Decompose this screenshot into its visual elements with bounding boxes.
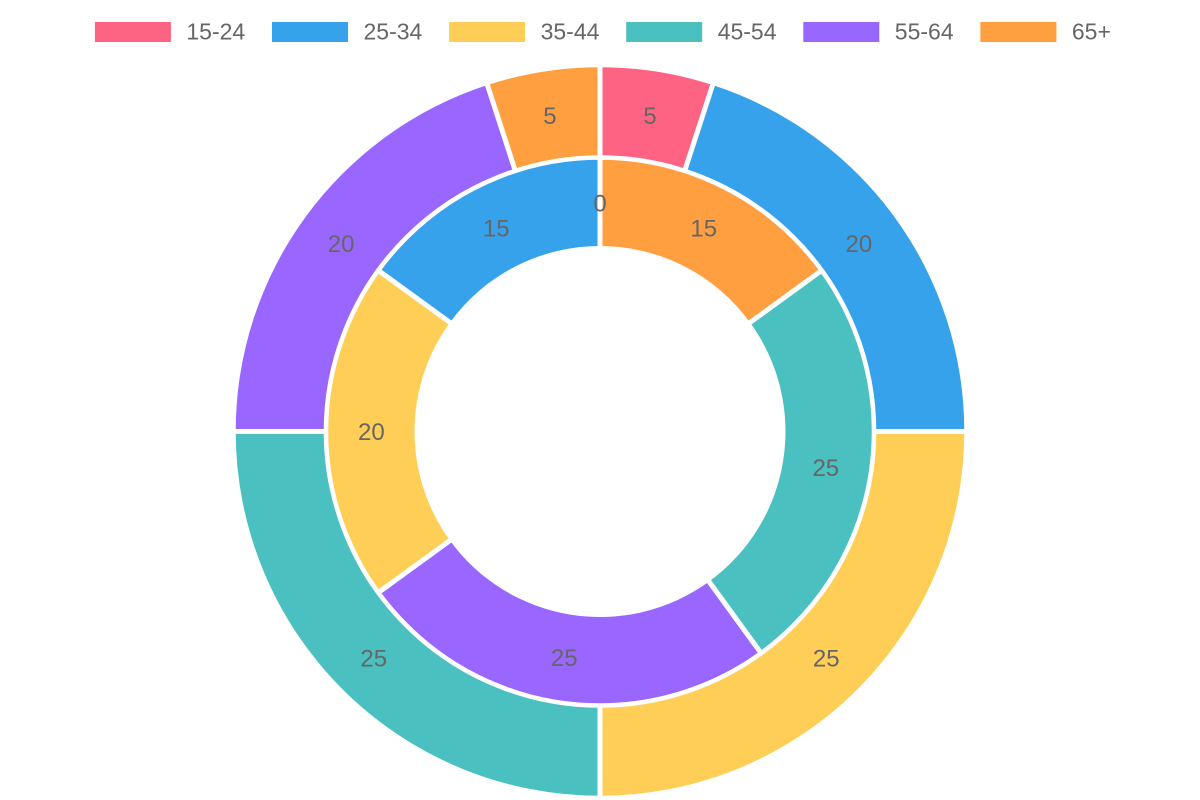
svg-text:25: 25 <box>813 645 840 672</box>
svg-text:25: 25 <box>551 645 578 672</box>
svg-text:5: 5 <box>643 103 656 130</box>
svg-text:25-34: 25-34 <box>364 19 423 45</box>
svg-text:20: 20 <box>846 231 873 258</box>
svg-text:20: 20 <box>328 231 355 258</box>
svg-text:15: 15 <box>690 215 717 242</box>
svg-text:25: 25 <box>360 645 387 672</box>
svg-text:55-64: 55-64 <box>895 19 954 45</box>
svg-text:5: 5 <box>543 103 556 130</box>
svg-text:15-24: 15-24 <box>186 19 245 45</box>
svg-text:15: 15 <box>483 215 510 242</box>
svg-text:65+: 65+ <box>1072 19 1111 45</box>
svg-text:0: 0 <box>593 191 606 218</box>
svg-text:35-44: 35-44 <box>541 19 600 45</box>
svg-text:20: 20 <box>358 419 385 446</box>
svg-text:45-54: 45-54 <box>718 19 777 45</box>
svg-text:25: 25 <box>812 455 839 482</box>
